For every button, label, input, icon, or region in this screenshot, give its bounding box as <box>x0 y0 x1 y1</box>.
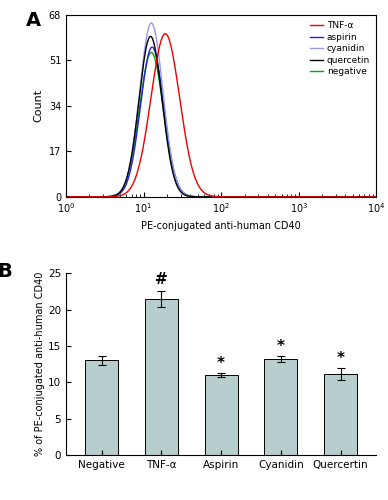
quercetin <box>334 194 339 200</box>
negative <box>368 194 373 200</box>
Line: quercetin: quercetin <box>66 36 376 197</box>
TNF-α <box>163 30 168 36</box>
negative <box>183 191 187 197</box>
Text: B: B <box>0 262 12 281</box>
cyanidin <box>149 20 154 26</box>
negative <box>118 189 122 195</box>
aspirin <box>196 194 201 200</box>
Bar <box>324 374 357 455</box>
Text: *: * <box>336 352 345 366</box>
aspirin <box>118 190 122 196</box>
Y-axis label: Count: Count <box>33 90 43 122</box>
negative <box>99 194 104 200</box>
TNF-α <box>374 194 379 200</box>
aspirin <box>374 194 379 200</box>
TNF-α <box>334 194 339 200</box>
Bar <box>205 375 237 455</box>
Line: negative: negative <box>66 52 376 197</box>
aspirin <box>99 194 104 200</box>
aspirin <box>150 44 154 50</box>
quercetin <box>118 190 122 196</box>
Y-axis label: % of PE-conjugated anti-human CD40: % of PE-conjugated anti-human CD40 <box>35 272 45 456</box>
Text: A: A <box>26 12 41 30</box>
Bar <box>85 360 118 455</box>
cyanidin <box>118 190 122 196</box>
Legend: TNF-α, aspirin, cyanidin, quercetin, negative: TNF-α, aspirin, cyanidin, quercetin, neg… <box>308 20 372 78</box>
negative <box>64 194 68 200</box>
TNF-α <box>196 182 201 188</box>
cyanidin <box>64 194 68 200</box>
TNF-α <box>64 194 68 200</box>
Bar <box>265 359 297 455</box>
aspirin <box>368 194 373 200</box>
quercetin <box>64 194 68 200</box>
TNF-α <box>368 194 373 200</box>
cyanidin <box>374 194 379 200</box>
cyanidin <box>99 194 104 200</box>
quercetin <box>196 194 201 200</box>
negative <box>334 194 339 200</box>
TNF-α <box>183 131 187 137</box>
cyanidin <box>183 191 187 197</box>
negative <box>374 194 379 200</box>
negative <box>196 194 201 200</box>
X-axis label: PE-conjugated anti-human CD40: PE-conjugated anti-human CD40 <box>141 221 301 231</box>
Text: *: * <box>277 339 285 354</box>
quercetin <box>368 194 373 200</box>
Text: *: * <box>217 356 225 370</box>
Line: aspirin: aspirin <box>66 47 376 197</box>
aspirin <box>64 194 68 200</box>
negative <box>149 50 154 56</box>
Text: #: # <box>155 272 168 287</box>
quercetin <box>374 194 379 200</box>
cyanidin <box>196 194 201 200</box>
cyanidin <box>334 194 339 200</box>
Line: cyanidin: cyanidin <box>66 23 376 197</box>
TNF-α <box>118 192 122 198</box>
quercetin <box>183 192 187 198</box>
TNF-α <box>99 194 104 200</box>
quercetin <box>148 34 153 40</box>
cyanidin <box>368 194 373 200</box>
aspirin <box>334 194 339 200</box>
quercetin <box>99 194 104 200</box>
Bar <box>145 298 178 455</box>
Line: TNF-α: TNF-α <box>66 34 376 197</box>
aspirin <box>183 191 187 197</box>
